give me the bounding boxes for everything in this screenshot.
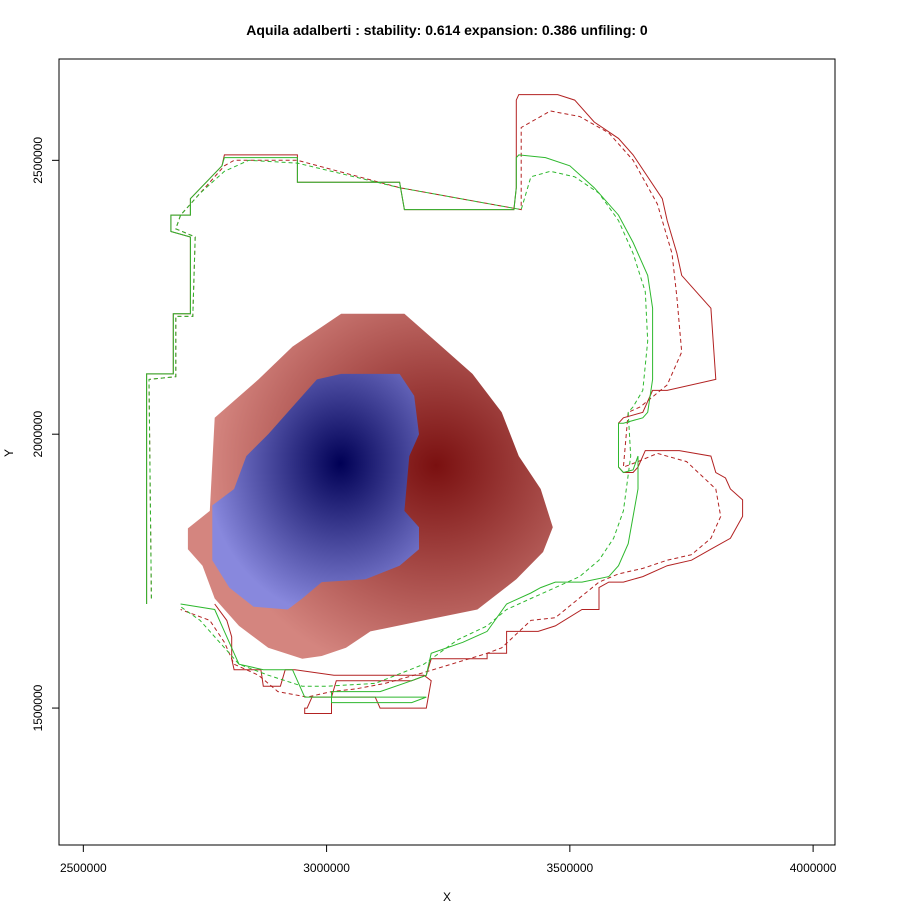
chart-title: Aquila adalberti : stability: 0.614 expa…	[246, 22, 648, 38]
series-line-4	[148, 159, 649, 687]
series-line-3	[146, 154, 654, 704]
y-axis: 1500000 2000000 2500000	[31, 137, 59, 731]
density-stability	[212, 373, 419, 610]
x-axis: 2500000 3000000 3500000 4000000	[60, 845, 837, 875]
x-tick-label: 3500000	[546, 861, 593, 875]
series-line-2	[148, 110, 722, 698]
x-axis-label: X	[443, 890, 451, 904]
x-tick-label: 3000000	[303, 861, 350, 875]
density-heatmap	[187, 313, 553, 659]
x-tick-label: 4000000	[790, 861, 837, 875]
y-tick-label: 1500000	[31, 684, 45, 731]
y-axis-label: Y	[2, 449, 16, 457]
series-group	[146, 94, 744, 714]
plot-frame	[58, 58, 836, 846]
y-tick-label: 2000000	[31, 411, 45, 458]
y-tick-label: 2500000	[31, 137, 45, 184]
x-tick-label: 2500000	[60, 861, 107, 875]
